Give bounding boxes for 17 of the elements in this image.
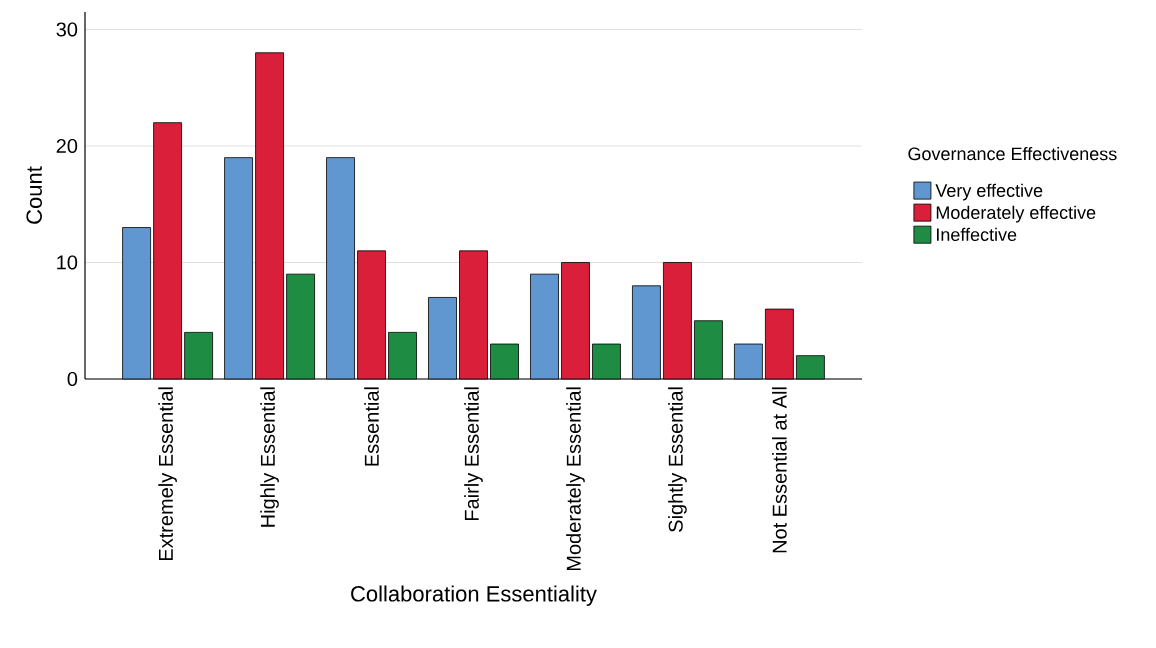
x-tick-label: Moderately Essential: [566, 387, 585, 571]
legend-label: Moderately effective: [936, 205, 1096, 223]
x-tick-label: Highly Essential: [260, 387, 279, 527]
x-tick-label: Not Essential at All: [772, 387, 787, 553]
legend-title: Governance Effectiveness: [908, 147, 1117, 161]
y-tick-label: 20: [56, 138, 78, 154]
y-tick-label: 0: [67, 371, 78, 387]
x-tick-label: Sightly Essential: [668, 387, 687, 532]
y-tick-label: 30: [56, 22, 78, 37]
x-tick-label: Essential: [364, 387, 379, 466]
x-tick-label: Fairly Essential: [464, 387, 483, 521]
y-axis-title: Count: [26, 166, 42, 224]
legend-label: Ineffective: [937, 227, 1017, 242]
x-tick-label: Extremely Essential: [158, 387, 177, 561]
y-tick-label: 10: [57, 255, 78, 270]
legend-label: Very effective: [935, 183, 1043, 201]
x-axis-title: Collaboration Essentiality: [351, 585, 597, 606]
